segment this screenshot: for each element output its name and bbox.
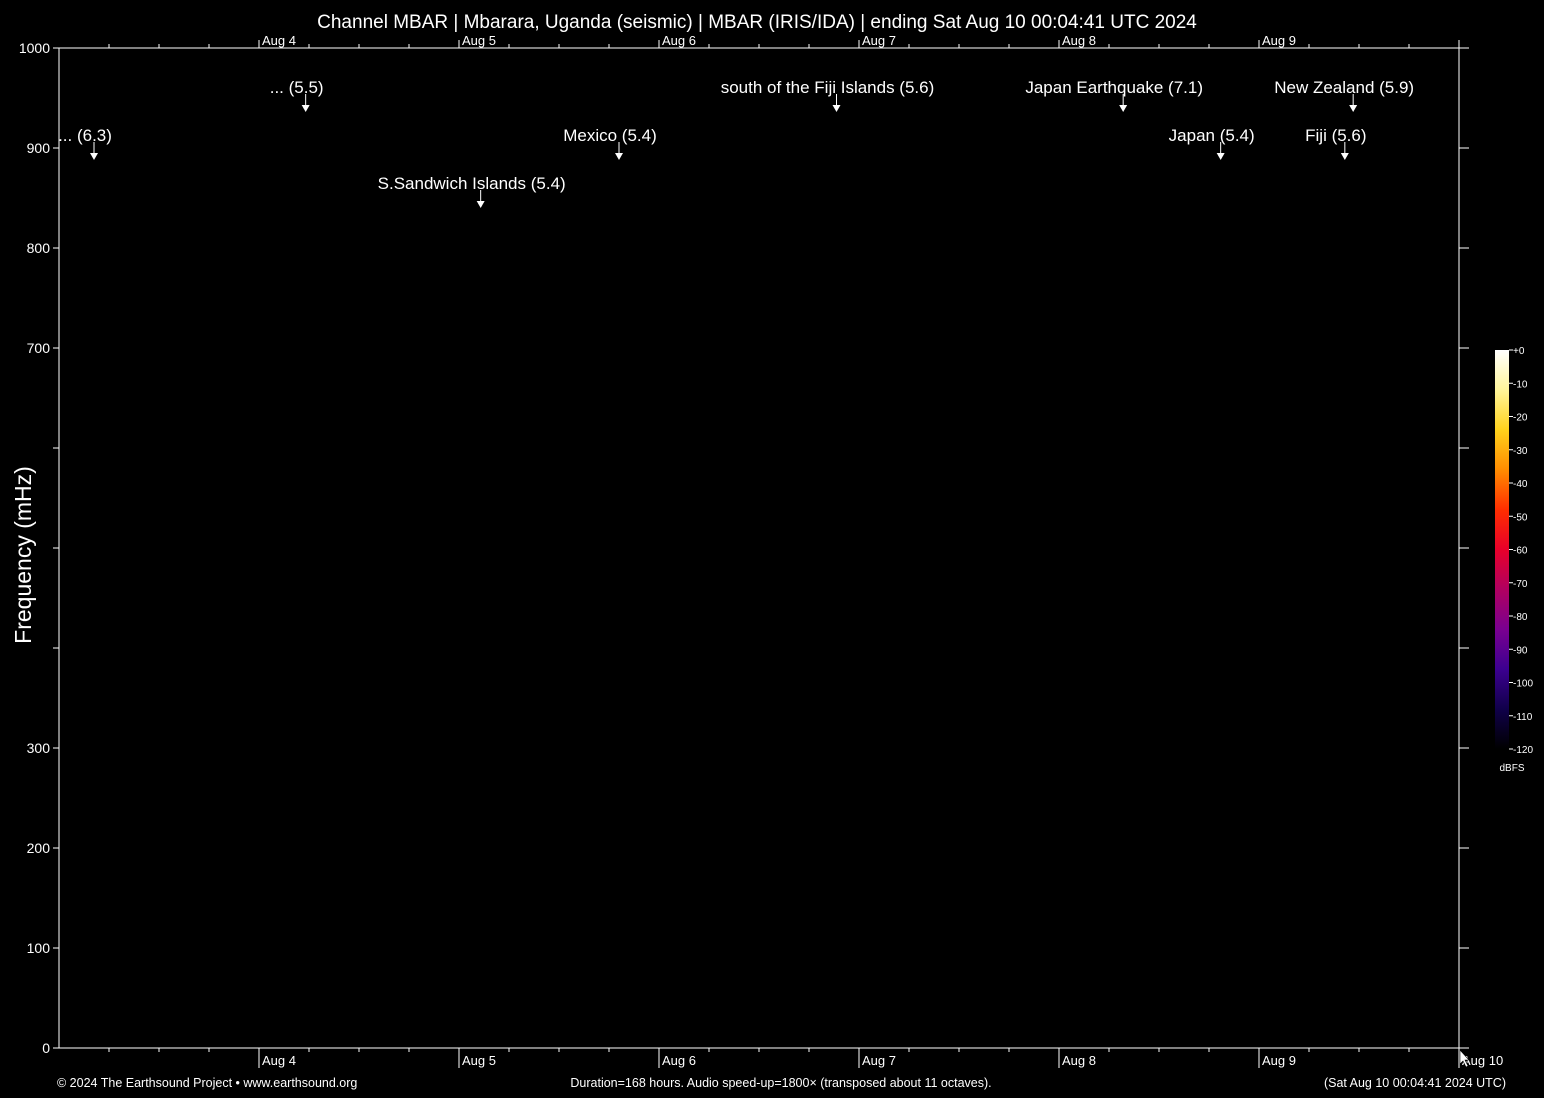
y-axis-label: Frequency (mHz): [10, 466, 36, 644]
cursor-icon: [1459, 1049, 1470, 1068]
event-arrow-head: [1216, 153, 1225, 160]
colorbar-gradient: [1495, 350, 1509, 749]
event-arrow-head: [1340, 153, 1349, 160]
event-label: Fiji (5.6): [1305, 126, 1366, 145]
event-arrow-head: [476, 201, 485, 208]
event-label: Japan (5.4): [1169, 126, 1255, 145]
y-tick-label: 0: [42, 1040, 50, 1056]
event-arrow-head: [1349, 105, 1358, 112]
x-tick-label-top: Aug 4: [262, 33, 296, 48]
event-annotation: ... (5.5): [270, 78, 324, 112]
x-tick-label-bottom: Aug 7: [862, 1053, 896, 1068]
y-tick-label: 1000: [19, 40, 50, 56]
footer-duration: Duration=168 hours. Audio speed-up=1800×…: [570, 1076, 991, 1090]
x-tick-label-bottom: Aug 4: [262, 1053, 296, 1068]
colorbar-tick-label: -70: [1513, 579, 1528, 590]
colorbar-tick-label: -120: [1513, 745, 1533, 756]
event-label: Mexico (5.4): [563, 126, 657, 145]
colorbar-tick-label: -30: [1513, 446, 1528, 457]
y-tick-label: 700: [27, 340, 51, 356]
event-annotation: ... (6.3): [58, 126, 112, 160]
event-label: south of the Fiji Islands (5.6): [721, 78, 935, 97]
event-annotation: south of the Fiji Islands (5.6): [721, 78, 935, 112]
event-annotation: S.Sandwich Islands (5.4): [378, 174, 566, 208]
event-annotation: Mexico (5.4): [563, 126, 657, 160]
x-tick-label-bottom: Aug 5: [462, 1053, 496, 1068]
event-label: ... (5.5): [270, 78, 324, 97]
event-label: Japan Earthquake (7.1): [1025, 78, 1203, 97]
y-axis: 0 100 200 300 700 800 900 1000: [19, 40, 1469, 1056]
x-tick-label-top: Aug 9: [1262, 33, 1296, 48]
chart-title: Channel MBAR | Mbarara, Uganda (seismic)…: [317, 12, 1197, 33]
event-arrow-head: [90, 153, 98, 160]
event-annotations: ... (6.3) ... (5.5) S.Sandwich Islands (5.…: [58, 78, 1414, 208]
event-annotation: Japan (5.4): [1169, 126, 1255, 160]
colorbar: dBFS +0 -10 -20 -30 -40 -50 -60 -70 -80 -90 -100 -1…: [1495, 346, 1533, 774]
event-arrow-head: [615, 153, 623, 160]
event-arrow-head: [1119, 105, 1128, 112]
x-axis: Aug 4 Aug 4 Aug 5 Aug 5 Aug 6 Aug 6 Aug 7 Aug 7…: [108, 33, 1503, 1068]
y-tick-label: 300: [27, 740, 51, 756]
event-arrow-head: [301, 105, 310, 112]
y-tick-label: 800: [27, 240, 51, 256]
x-tick-label-top: Aug 7: [862, 33, 896, 48]
colorbar-tick-label: -50: [1513, 512, 1528, 523]
colorbar-tick-label: -20: [1513, 413, 1528, 424]
x-tick-label-bottom: Aug 10: [1462, 1053, 1503, 1068]
y-tick-label: 100: [27, 940, 51, 956]
x-tick-label-top: Aug 6: [662, 33, 696, 48]
colorbar-unit: dBFS: [1499, 763, 1524, 774]
x-tick-label-top: Aug 5: [462, 33, 496, 48]
plot-area: [59, 48, 1459, 1048]
colorbar-tick-label: -90: [1513, 645, 1528, 656]
event-label: New Zealand (5.9): [1274, 78, 1414, 97]
event-label: ... (6.3): [58, 126, 112, 145]
colorbar-tick-label: -80: [1513, 612, 1528, 623]
event-annotation: Fiji (5.6): [1305, 126, 1367, 160]
event-annotation: Japan Earthquake (7.1): [1025, 78, 1203, 112]
x-tick-label-bottom: Aug 6: [662, 1053, 696, 1068]
event-annotation: New Zealand (5.9): [1274, 78, 1414, 112]
footer-copyright: © 2024 The Earthsound Project • www.eart…: [57, 1076, 357, 1090]
event-label: S.Sandwich Islands (5.4): [378, 174, 566, 193]
colorbar-tick-label: -100: [1513, 679, 1533, 690]
x-tick-label-bottom: Aug 9: [1262, 1053, 1296, 1068]
colorbar-tick-label: +0: [1513, 346, 1525, 357]
colorbar-tick-label: -10: [1513, 379, 1528, 390]
footer-timestamp: (Sat Aug 10 00:04:41 2024 UTC): [1324, 1076, 1506, 1090]
y-tick-label: 200: [27, 840, 51, 856]
colorbar-tick-label: -40: [1513, 479, 1528, 490]
x-tick-label-bottom: Aug 8: [1062, 1053, 1096, 1068]
colorbar-tick-label: -60: [1513, 546, 1528, 557]
y-tick-label: 900: [27, 140, 51, 156]
colorbar-tick-label: -110: [1513, 712, 1533, 723]
x-tick-label-top: Aug 8: [1062, 33, 1096, 48]
event-arrow-head: [832, 105, 841, 112]
